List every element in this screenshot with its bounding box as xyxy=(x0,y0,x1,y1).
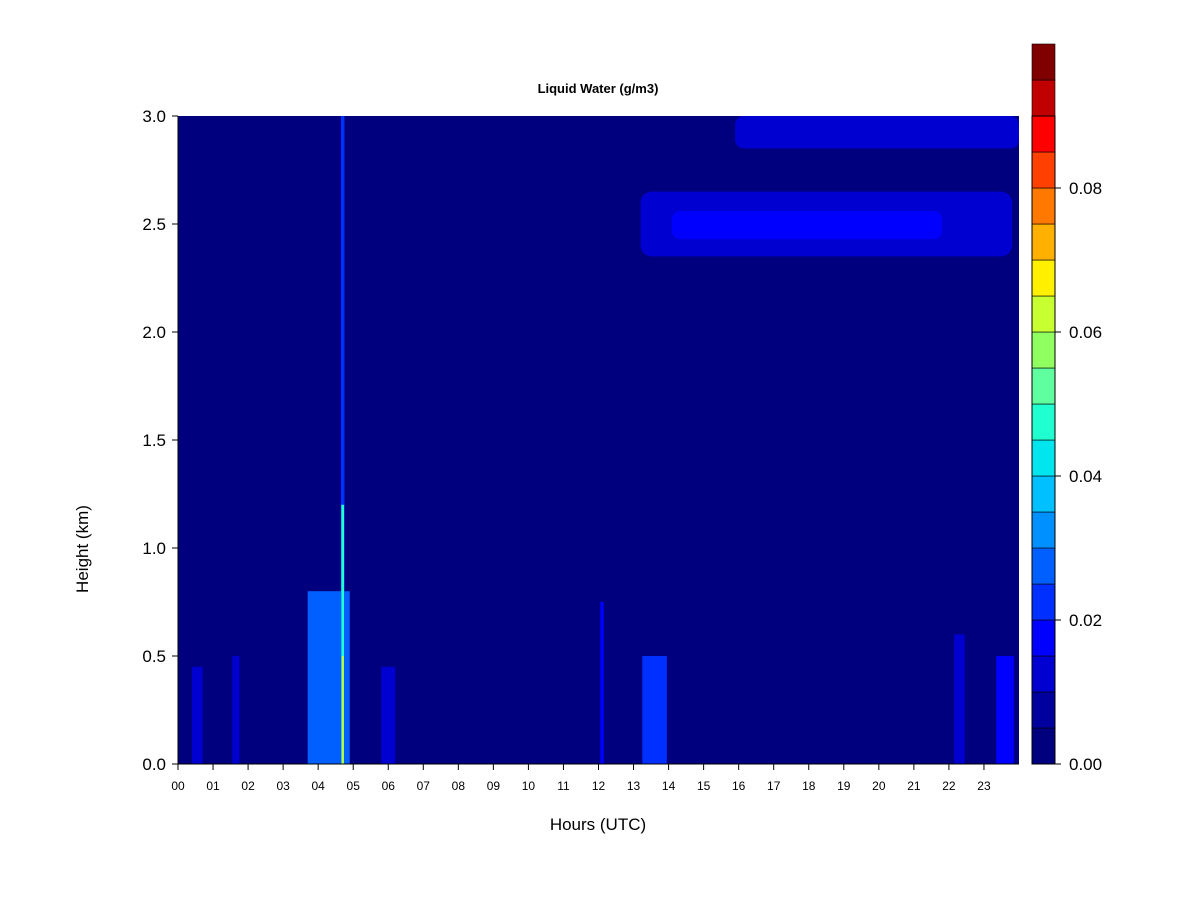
colorbar-swatch xyxy=(1031,151,1056,189)
x-tick-label: 04 xyxy=(311,779,325,793)
x-tick-label: 00 xyxy=(171,779,185,793)
colorbar-swatch xyxy=(1031,727,1056,765)
colorbar-swatch xyxy=(1031,439,1056,477)
y-tick-label: 2.0 xyxy=(142,323,166,342)
heatmap-cloud-layer xyxy=(672,211,942,240)
colorbar-swatch xyxy=(1031,331,1056,369)
y-tick-label: 3.0 xyxy=(142,107,166,126)
plot-area xyxy=(178,116,1019,764)
x-tick-label: 21 xyxy=(907,779,921,793)
colorbar-tick-label: 0.04 xyxy=(1069,467,1102,486)
colorbar-tick-label: 0.00 xyxy=(1069,755,1102,774)
heatmap-feature xyxy=(954,634,965,764)
heatmap-feature xyxy=(192,666,203,764)
x-axis: 00 01 02 03 04 05 06 07 08 09 10 11 12 13 14 15 16 17 18 19… xyxy=(171,763,1019,793)
colorbar-tick-label: 0.08 xyxy=(1069,179,1102,198)
y-tick-label: 2.5 xyxy=(142,215,166,234)
colorbar-swatch xyxy=(1031,655,1056,693)
x-tick-label: 23 xyxy=(977,779,991,793)
heatmap-feature xyxy=(642,656,667,764)
colorbar-swatch xyxy=(1031,619,1056,657)
colorbar: 0.00 0.02 0.04 0.06 0.08 xyxy=(1031,43,1102,774)
x-tick-label: 13 xyxy=(627,779,641,793)
x-tick-label: 12 xyxy=(592,779,606,793)
colorbar-border xyxy=(1031,115,1056,765)
x-tick-label: 22 xyxy=(942,779,956,793)
colorbar-swatch xyxy=(1031,547,1056,585)
x-tick-label: 03 xyxy=(276,779,290,793)
x-tick-label: 05 xyxy=(347,779,361,793)
y-tick-label: 0.0 xyxy=(142,755,166,774)
x-tick-label: 06 xyxy=(382,779,396,793)
colorbar-swatch xyxy=(1031,223,1056,261)
y-tick-label: 1.5 xyxy=(142,431,166,450)
colorbar-tick-label: 0.06 xyxy=(1069,323,1102,342)
colorbar-tick-label: 0.02 xyxy=(1069,611,1102,630)
y-axis: 0.0 0.5 1.0 1.5 2.0 2.5 3.0 xyxy=(142,107,179,774)
heatmap-cloud-layer xyxy=(735,116,1019,149)
x-tick-label: 15 xyxy=(697,779,711,793)
x-tick-label: 08 xyxy=(452,779,466,793)
x-tick-label: 09 xyxy=(487,779,501,793)
x-tick-label: 17 xyxy=(767,779,781,793)
y-tick-label: 1.0 xyxy=(142,539,166,558)
x-tick-label: 18 xyxy=(802,779,816,793)
colorbar-swatch xyxy=(1031,691,1056,729)
chart-title: Liquid Water (g/m3) xyxy=(538,81,659,96)
colorbar-swatch xyxy=(1031,511,1056,549)
heatmap-feature xyxy=(600,602,604,764)
heatmap-feature xyxy=(341,656,344,764)
x-tick-label: 11 xyxy=(557,779,570,793)
colorbar-swatch xyxy=(1031,187,1056,225)
colorbar-swatch xyxy=(1031,43,1056,81)
x-tick-label: 02 xyxy=(241,779,255,793)
x-tick-label: 01 xyxy=(206,779,220,793)
colorbar-swatch xyxy=(1031,367,1056,405)
colorbar-swatch xyxy=(1031,259,1056,297)
heatmap-feature xyxy=(340,116,345,764)
x-tick-label: 10 xyxy=(522,779,536,793)
x-tick-label: 19 xyxy=(837,779,851,793)
colorbar-swatch xyxy=(1031,79,1056,117)
y-tick-label: 0.5 xyxy=(142,647,166,666)
heatmap-feature xyxy=(341,504,345,764)
colorbar-swatch xyxy=(1031,403,1056,441)
x-tick-label: 14 xyxy=(662,779,676,793)
heatmap-feature xyxy=(381,666,396,764)
heatmap-feature xyxy=(232,656,240,764)
x-tick-label: 16 xyxy=(732,779,746,793)
x-tick-label: 20 xyxy=(872,779,886,793)
colorbar-swatch xyxy=(1031,115,1056,153)
heatmap-feature xyxy=(996,656,1014,764)
x-axis-label: Hours (UTC) xyxy=(550,815,646,834)
colorbar-swatch xyxy=(1031,583,1056,621)
y-axis-label: Height (km) xyxy=(73,505,92,593)
colorbar-swatch xyxy=(1031,295,1056,333)
colorbar-swatch xyxy=(1031,475,1056,513)
x-tick-label: 07 xyxy=(417,779,431,793)
